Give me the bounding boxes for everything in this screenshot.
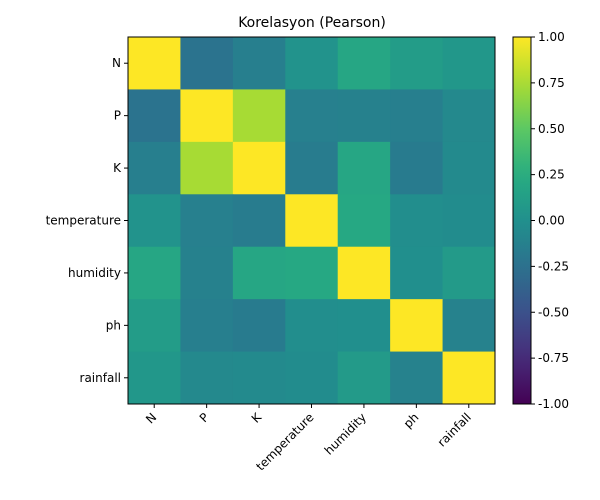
y-tick-label: rainfall <box>80 371 121 385</box>
y-tick-label: P <box>114 109 121 123</box>
heatmap-cell-temperature-ph <box>390 194 444 248</box>
heatmap-cell-humidity-rainfall <box>442 246 496 300</box>
heatmap-cell-humidity-humidity <box>337 246 391 300</box>
colorbar-tick-label: 1.00 <box>538 30 565 44</box>
heatmap-cell-K-humidity <box>337 141 391 195</box>
heatmap-cell-N-humidity <box>337 37 391 90</box>
heatmap-cell-P-temperature <box>285 89 339 143</box>
x-tick-label: P <box>197 410 212 425</box>
chart-title: Korelasyon (Pearson) <box>238 15 386 31</box>
colorbar-tick-label: 0.75 <box>538 76 565 90</box>
heatmap-cell-K-K <box>232 141 286 195</box>
heatmap-cell-P-K <box>232 89 286 143</box>
heatmap-cell-temperature-humidity <box>337 194 391 248</box>
heatmap-cell-N-rainfall <box>442 37 496 90</box>
heatmap-cell-temperature-P <box>180 194 234 248</box>
x-tick-label: rainfall <box>435 410 474 449</box>
heatmap-cell-P-ph <box>390 89 444 143</box>
colorbar-tick-label: -0.50 <box>538 305 569 319</box>
heatmap-cell-humidity-temperature <box>285 246 339 300</box>
y-tick-label: K <box>113 161 122 175</box>
x-tick-label: N <box>143 410 159 426</box>
colorbar-tick-label: -1.00 <box>538 397 569 411</box>
heatmap-cell-K-temperature <box>285 141 339 195</box>
y-tick-label: ph <box>106 318 121 332</box>
heatmap-cell-K-N <box>128 141 181 195</box>
heatmap-cell-rainfall-rainfall <box>442 351 496 405</box>
heatmap-cell-ph-N <box>128 299 181 353</box>
heatmap-cell-ph-P <box>180 299 234 353</box>
y-tick-label: humidity <box>68 266 121 280</box>
heatmap-cell-rainfall-humidity <box>337 351 391 405</box>
heatmap-cell-N-P <box>180 37 234 90</box>
x-tick-label: K <box>249 409 265 425</box>
colorbar <box>512 36 532 405</box>
heatmap-cell-P-N <box>128 89 181 143</box>
colorbar-tick-label: -0.25 <box>538 259 569 273</box>
heatmap-cell-rainfall-ph <box>390 351 444 405</box>
heatmap-cell-N-temperature <box>285 37 339 90</box>
heatmap-cell-K-rainfall <box>442 141 496 195</box>
heatmap-cell-temperature-temperature <box>285 194 339 248</box>
heatmap-cells <box>128 37 496 405</box>
heatmap-cell-P-P <box>180 89 234 143</box>
heatmap-cell-N-ph <box>390 37 444 90</box>
heatmap-cell-rainfall-P <box>180 351 234 405</box>
heatmap-cell-rainfall-N <box>128 351 181 405</box>
heatmap-cell-N-N <box>128 37 181 90</box>
y-tick-label: temperature <box>46 214 121 228</box>
heatmap-cell-rainfall-temperature <box>285 351 339 405</box>
heatmap-cell-humidity-P <box>180 246 234 300</box>
heatmap-cell-ph-humidity <box>337 299 391 353</box>
heatmap-cell-temperature-K <box>232 194 286 248</box>
heatmap-cell-humidity-ph <box>390 246 444 300</box>
heatmap-cell-P-humidity <box>337 89 391 143</box>
colorbar-tick-label: 0.00 <box>538 214 565 228</box>
y-tick-label: N <box>112 56 121 70</box>
heatmap-cell-ph-rainfall <box>442 299 496 353</box>
heatmap-cell-temperature-rainfall <box>442 194 496 248</box>
x-tick-label: ph <box>401 410 422 431</box>
heatmap-cell-temperature-N <box>128 194 181 248</box>
heatmap-cell-rainfall-K <box>232 351 286 405</box>
colorbar-tick-label: 0.50 <box>538 122 565 136</box>
heatmap-cell-K-P <box>180 141 234 195</box>
heatmap-cell-humidity-N <box>128 246 181 300</box>
heatmap-cell-ph-K <box>232 299 286 353</box>
heatmap-cell-P-rainfall <box>442 89 496 143</box>
heatmap-cell-humidity-K <box>232 246 286 300</box>
heatmap-cell-ph-ph <box>390 299 444 353</box>
x-tick-label: humidity <box>322 410 369 457</box>
colorbar-axis: -1.00 -0.75 -0.50 -0.25 0.00 0.25 0.50 0.75 1.00 <box>531 30 569 411</box>
heatmap-cell-K-ph <box>390 141 444 195</box>
heatmap-cell-N-K <box>232 37 286 90</box>
heatmap-cell-ph-temperature <box>285 299 339 353</box>
colorbar-tick-label: -0.75 <box>538 351 569 365</box>
colorbar-tick-label: 0.25 <box>538 168 565 182</box>
